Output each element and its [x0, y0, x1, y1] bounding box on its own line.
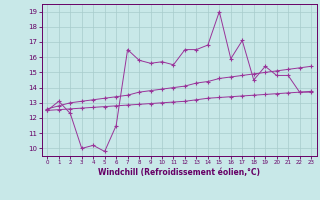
X-axis label: Windchill (Refroidissement éolien,°C): Windchill (Refroidissement éolien,°C): [98, 168, 260, 177]
